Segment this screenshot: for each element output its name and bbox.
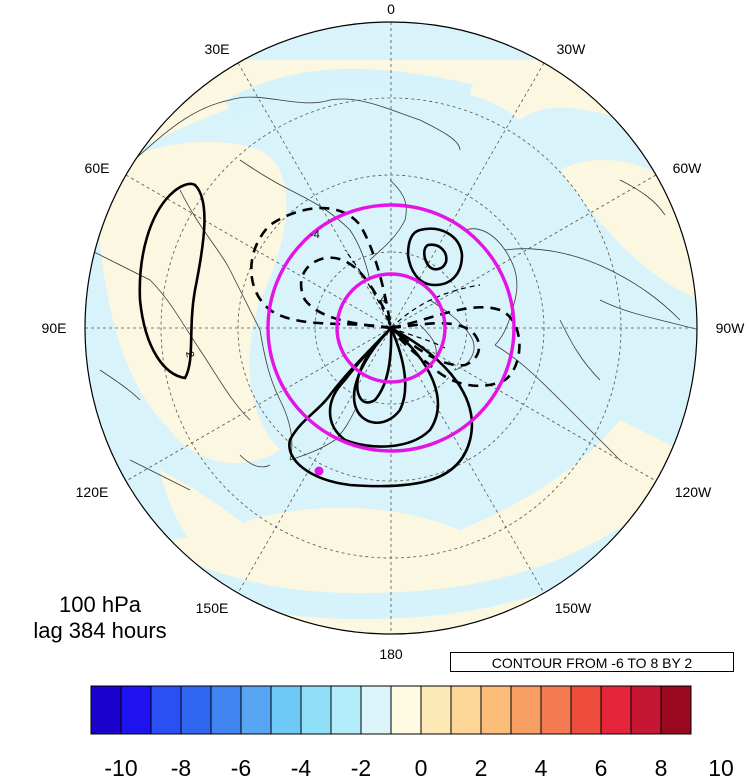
cream-region-npacific bbox=[160, 470, 313, 607]
colorbar-box bbox=[180, 685, 212, 735]
contours-negative bbox=[250, 206, 521, 388]
colorbar-tick-label: -4 bbox=[291, 755, 312, 779]
colorbar-box bbox=[240, 685, 272, 735]
contour-label-4: 4 bbox=[380, 294, 386, 306]
colorbar-tick-label: -8 bbox=[171, 755, 191, 779]
contour-note: CONTOUR FROM -6 TO 8 BY 2 bbox=[450, 652, 734, 672]
colorbar-box bbox=[570, 685, 602, 735]
contour-negative-west-outer bbox=[250, 206, 393, 330]
lon-label-30e: 30E bbox=[205, 41, 230, 57]
plot-info: 100 hPa lag 384 hours bbox=[0, 592, 200, 644]
lon-label-60w: 60W bbox=[673, 160, 703, 176]
cream-region-atlantic bbox=[560, 160, 697, 300]
colorbar-tick-label: -6 bbox=[231, 755, 251, 779]
contour-negative-east-inner bbox=[387, 321, 481, 367]
contour-positive-west bbox=[138, 182, 206, 380]
colorbar-box bbox=[330, 685, 362, 735]
lon-label-150e: 150E bbox=[196, 600, 229, 616]
colorbar-tick-label: 2 bbox=[475, 755, 488, 779]
lon-label-180: 180 bbox=[379, 646, 403, 662]
magenta-circles bbox=[266, 203, 516, 453]
colorbar-box bbox=[210, 685, 242, 735]
colorbar-tick-label: 4 bbox=[535, 755, 548, 779]
colorbar-box bbox=[660, 685, 692, 735]
lon-label-30w: 30W bbox=[557, 41, 587, 57]
contour-positive-south-core bbox=[356, 324, 393, 404]
lon-label-90e: 90E bbox=[42, 320, 67, 336]
colorbar-tick-label: -2 bbox=[351, 755, 371, 779]
map-border bbox=[84, 21, 698, 635]
colorbar-box bbox=[150, 685, 182, 735]
colorbar-box bbox=[120, 685, 152, 735]
colorbar-tick-label: -10 bbox=[104, 755, 137, 779]
colorbar-box bbox=[360, 685, 392, 735]
colorbar-tick-label: 0 bbox=[415, 755, 428, 779]
lon-label-0: 0 bbox=[387, 1, 395, 17]
contour-positive-ne bbox=[406, 227, 464, 287]
coastlines bbox=[89, 96, 697, 491]
contour-negative-east bbox=[388, 305, 521, 388]
colorbar-box bbox=[540, 685, 572, 735]
magenta-circle-outer bbox=[266, 203, 516, 453]
magenta-marker-dot bbox=[314, 466, 324, 476]
colorbar-box bbox=[510, 685, 542, 735]
lon-label-60e: 60E bbox=[85, 160, 110, 176]
colorbar-box bbox=[300, 685, 332, 735]
lon-label-120e: 120E bbox=[76, 484, 109, 500]
colorbar-tick-label: 8 bbox=[655, 755, 668, 779]
contour-negative-west-inner bbox=[299, 256, 393, 330]
map-disc: 2 4 -4 bbox=[85, 22, 697, 634]
colorbar-box bbox=[480, 685, 512, 735]
lon-label-90w: 90W bbox=[716, 320, 746, 336]
colorbar-box bbox=[600, 685, 632, 735]
lag-label: lag 384 hours bbox=[33, 618, 167, 643]
magenta-circle-inner bbox=[335, 272, 447, 384]
colorbar-box bbox=[270, 685, 302, 735]
colorbar-tick-label: 6 bbox=[595, 755, 608, 779]
colorbar-boxes bbox=[90, 685, 692, 735]
colorbar-box bbox=[390, 685, 422, 735]
contour-positive-south-outer bbox=[288, 326, 474, 488]
contour-positive-ne-inner bbox=[422, 243, 448, 271]
colorbar-tick-label: 10 bbox=[708, 755, 734, 779]
colorbar-box bbox=[630, 685, 662, 735]
cream-region-asia bbox=[95, 141, 287, 464]
contours bbox=[138, 182, 474, 488]
contour-label-neg4: -4 bbox=[310, 229, 320, 241]
lon-label-120w: 120W bbox=[675, 484, 712, 500]
colorbar-labels: -10 -8 -6 -4 -2 0 2 4 6 8 10 bbox=[104, 755, 733, 779]
colorbar-box bbox=[450, 685, 482, 735]
contour-label-2: 2 bbox=[183, 350, 196, 358]
contours-zero bbox=[344, 249, 481, 349]
colorbar-box bbox=[90, 685, 122, 735]
lon-label-150w: 150W bbox=[555, 600, 592, 616]
pressure-level: 100 hPa bbox=[59, 592, 141, 617]
colorbar-box bbox=[420, 685, 452, 735]
